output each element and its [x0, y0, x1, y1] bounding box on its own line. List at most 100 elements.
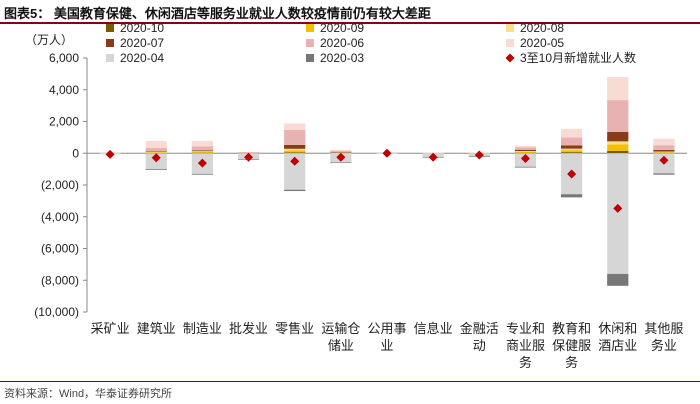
footer-divider	[0, 381, 700, 382]
title-divider	[0, 22, 700, 24]
x-category-label: 商业服	[506, 338, 545, 353]
bar-segment	[284, 152, 306, 154]
x-category-label: 休闲和	[598, 321, 637, 336]
x-category-label: 其他服	[644, 321, 683, 336]
bar-segment	[330, 149, 352, 152]
legend-label: 2020-07	[120, 36, 164, 50]
bar-segment	[514, 147, 537, 150]
bar-segment	[561, 128, 583, 138]
x-category-label: 务	[519, 355, 532, 370]
bar-segment	[653, 151, 675, 153]
y-tick-label: (10,000)	[34, 305, 79, 319]
bar-segment	[145, 169, 167, 170]
bar-segment	[607, 77, 629, 101]
bar-segment	[653, 138, 675, 146]
bar-segment	[653, 173, 675, 175]
bar-segment	[145, 151, 167, 153]
x-category-label: 采矿业	[91, 321, 130, 336]
legend-swatch	[506, 24, 514, 32]
legend-label: 2020-06	[320, 36, 364, 50]
y-unit-label: （万人）	[25, 33, 73, 47]
bar-segment	[145, 148, 167, 152]
x-category-label: 酒店业	[598, 338, 637, 353]
x-category-label: 建筑业	[137, 321, 176, 336]
bar-segment	[514, 152, 537, 154]
y-tick-label: (6,000)	[41, 242, 79, 256]
x-category-label: 信息业	[414, 321, 453, 336]
x-category-label: 批发业	[229, 321, 268, 336]
bar-segment	[653, 145, 675, 150]
x-category-label: 零售业	[275, 321, 314, 336]
bars-group	[99, 77, 675, 286]
y-tick-label: (8,000)	[41, 273, 79, 287]
x-category-label: 储业	[328, 338, 354, 353]
legend-swatch	[106, 39, 114, 47]
bar-segment	[514, 166, 537, 168]
new-jobs-marker	[290, 156, 300, 166]
bar-segment	[191, 150, 213, 152]
bar-segment	[607, 150, 629, 154]
bar-segment	[330, 152, 352, 153]
legend-swatch	[506, 39, 514, 47]
bar-segment	[607, 273, 629, 286]
x-category-label: 务	[565, 355, 578, 370]
new-jobs-marker	[151, 153, 161, 163]
new-jobs-marker	[659, 155, 669, 165]
y-tick-label: (4,000)	[41, 210, 79, 224]
new-jobs-marker	[197, 158, 207, 168]
bar-segment	[561, 137, 583, 146]
legend-swatch	[106, 54, 114, 62]
bar-segment	[191, 151, 213, 153]
new-jobs-marker	[336, 152, 346, 162]
legend-label: 3至10月新增就业人数	[520, 50, 636, 65]
x-category-label: 动	[473, 338, 486, 353]
axis-group: （万人） 6,000 4,000 2,000 0 (2,000) (4,000) (6,000…	[25, 33, 687, 319]
bar-segment	[607, 131, 629, 142]
legend-label: 2020-08	[520, 21, 564, 35]
y-tick-label: 2,000	[49, 115, 79, 129]
bar-segment	[145, 152, 167, 153]
new-jobs-marker	[474, 150, 484, 160]
bar-segment	[653, 149, 675, 152]
legend-swatch	[306, 54, 314, 62]
new-jobs-marker	[567, 169, 577, 179]
y-tick-label: (2,000)	[41, 178, 79, 192]
bar-segment	[561, 145, 583, 149]
bar-segment	[514, 151, 537, 153]
bar-segment	[330, 162, 352, 164]
x-category-label: 业	[380, 338, 393, 353]
legend-swatch	[106, 24, 114, 32]
new-jobs-marker	[105, 149, 115, 159]
employment-change-chart: （万人） 6,000 4,000 2,000 0 (2,000) (4,000) (6,000…	[25, 21, 687, 370]
legend-swatch	[505, 53, 515, 63]
bar-segment	[284, 148, 306, 151]
legend-label: 2020-04	[120, 51, 164, 65]
source-note: 资料来源：Wind，华泰证券研究所	[4, 388, 173, 400]
new-jobs-marker	[613, 203, 623, 213]
y-tick-label: 4,000	[49, 83, 79, 97]
bar-segment	[653, 152, 675, 153]
x-category-label: 制造业	[183, 321, 222, 336]
new-jobs-marker	[520, 153, 530, 163]
legend-label: 2020-09	[320, 21, 364, 35]
bar-segment	[284, 153, 306, 190]
x-category-label: 保健服	[552, 338, 591, 353]
bar-segment	[284, 144, 306, 149]
new-jobs-marker	[382, 148, 392, 158]
legend-swatch	[306, 39, 314, 47]
y-tick-label: 0	[72, 146, 79, 160]
bar-segment	[284, 123, 306, 130]
bar-segment	[191, 140, 213, 147]
new-jobs-marker	[428, 152, 438, 162]
bar-segment	[607, 141, 629, 145]
bar-segment	[284, 150, 306, 153]
bar-segment	[330, 151, 352, 153]
bar-segment	[561, 152, 583, 154]
legend-label: 2020-03	[320, 51, 364, 65]
bar-segment	[514, 151, 537, 152]
bar-segment	[561, 150, 583, 153]
bar-segment	[145, 151, 167, 152]
legend-label: 2020-05	[520, 36, 564, 50]
